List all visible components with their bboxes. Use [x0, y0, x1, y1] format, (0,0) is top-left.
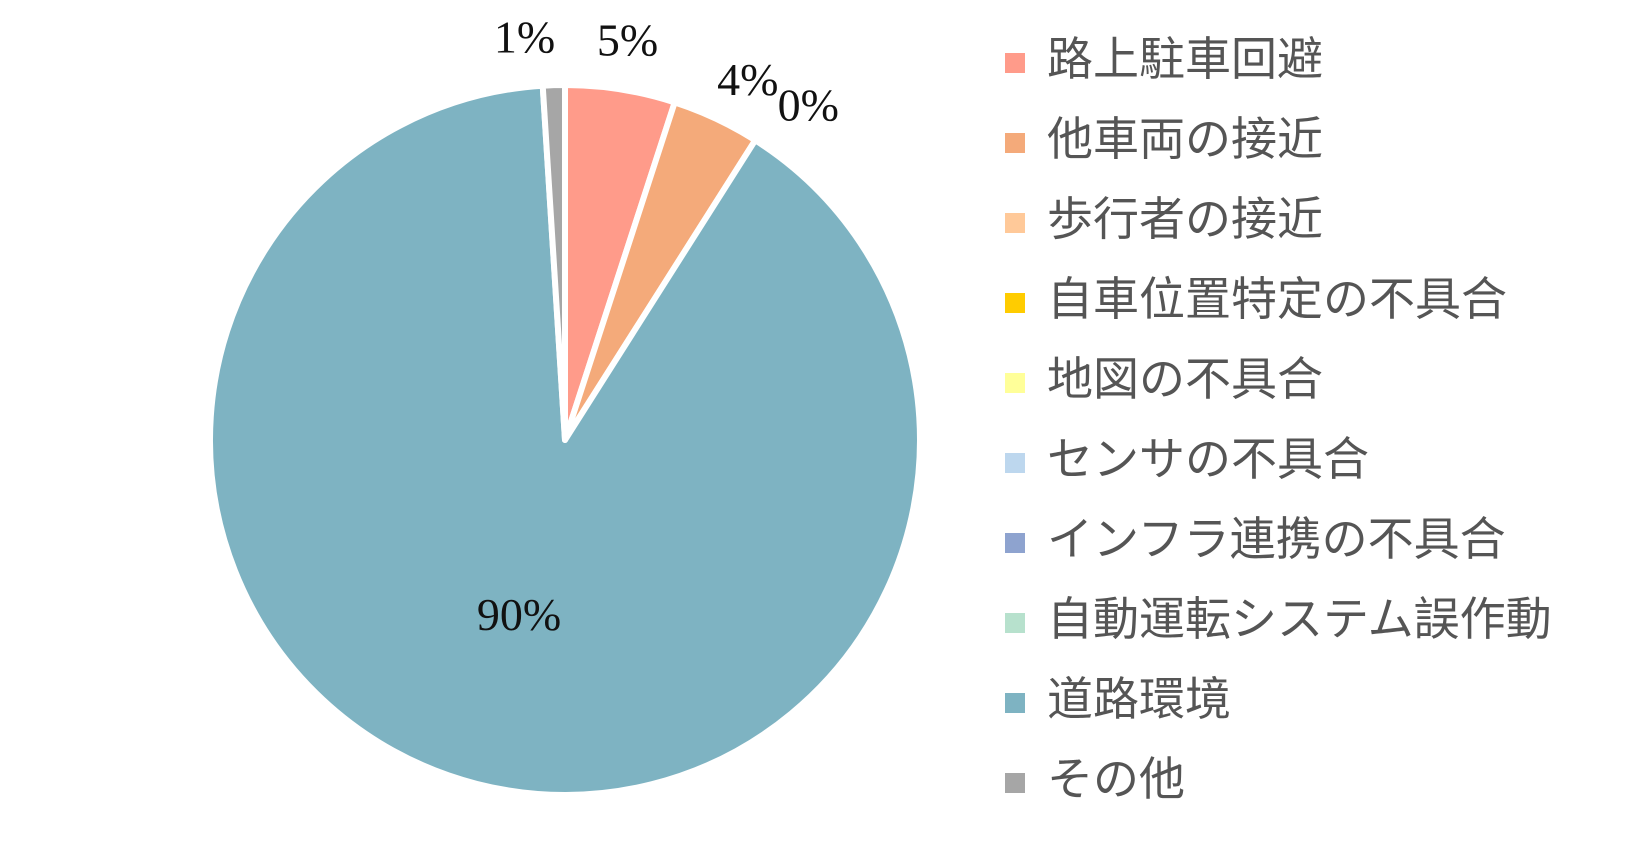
data-label: 4% [717, 54, 778, 105]
legend-label: その他 [1047, 752, 1185, 806]
legend-label: 道路環境 [1047, 672, 1231, 726]
legend: 路上駐車回避他車両の接近歩行者の接近自車位置特定の不具合地図の不具合センサの不具… [1005, 32, 1552, 806]
legend-swatch [1005, 453, 1025, 473]
legend-swatch [1005, 373, 1025, 393]
legend-item: インフラ連携の不具合 [1005, 512, 1506, 566]
legend-label: 路上駐車回避 [1047, 32, 1323, 86]
legend-item: 自動運転システム誤作動 [1005, 592, 1552, 646]
pie-slice [539, 82, 568, 443]
legend-label: 自動運転システム誤作動 [1047, 592, 1552, 646]
legend-label: センサの不具合 [1047, 432, 1369, 486]
legend-swatch [1005, 533, 1025, 553]
legend-label: 他車両の接近 [1047, 112, 1323, 166]
legend-item: 他車両の接近 [1005, 112, 1323, 166]
legend-item: センサの不具合 [1005, 432, 1369, 486]
pie-data-labels: 5% 4%0% 90% 1% [477, 12, 839, 640]
legend-item: その他 [1005, 752, 1185, 806]
data-label: 90% [477, 589, 561, 640]
legend-swatch [1005, 613, 1025, 633]
legend-item: 歩行者の接近 [1005, 192, 1323, 246]
legend-swatch [1005, 773, 1025, 793]
legend-label: 地図の不具合 [1047, 352, 1323, 406]
legend-label: 自車位置特定の不具合 [1047, 272, 1507, 326]
legend-item: 自車位置特定の不具合 [1005, 272, 1507, 326]
legend-item: 路上駐車回避 [1005, 32, 1323, 86]
legend-swatch [1005, 693, 1025, 713]
data-label: 5% [597, 14, 658, 65]
legend-item: 道路環境 [1005, 672, 1231, 726]
legend-label: インフラ連携の不具合 [1047, 512, 1506, 566]
data-label: 1% [494, 12, 555, 63]
legend-swatch [1005, 53, 1025, 73]
legend-swatch [1005, 133, 1025, 153]
legend-swatch [1005, 293, 1025, 313]
pie-slices [207, 82, 923, 798]
legend-label: 歩行者の接近 [1047, 192, 1323, 246]
data-label: 0% [778, 80, 839, 131]
legend-item: 地図の不具合 [1005, 352, 1323, 406]
legend-swatch [1005, 213, 1025, 233]
